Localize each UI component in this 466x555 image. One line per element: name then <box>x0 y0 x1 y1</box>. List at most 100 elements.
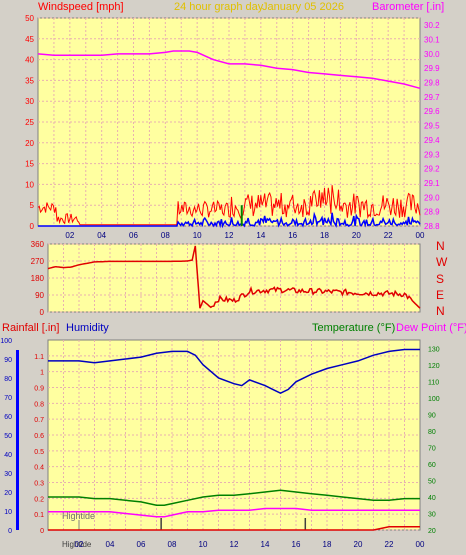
direction-tick-label: 0 <box>40 308 45 317</box>
lower-x-tick-label: 18 <box>323 540 332 549</box>
hightide-label: Hightide <box>62 511 95 521</box>
wind-x-tick-label: 04 <box>97 231 106 240</box>
wind-x-tick-label: 16 <box>288 231 297 240</box>
wind-x-tick-label: 10 <box>193 231 202 240</box>
lower-x-tick-label: 22 <box>385 540 394 549</box>
lower-x-tick-label: 08 <box>168 540 177 549</box>
direction-tick-label: 90 <box>35 291 44 300</box>
humidity-tick-label: 40 <box>4 452 12 459</box>
rainfall-series <box>48 526 420 531</box>
humidity-tick-label: 60 <box>4 414 12 421</box>
temperature-series <box>48 489 420 506</box>
wind-x-tick-label: 14 <box>256 231 265 240</box>
hightide-bottom-label: Hightide <box>62 540 92 549</box>
rainfall-tick-label: 1 <box>40 370 44 377</box>
temperature-tick-label: 50 <box>428 478 436 485</box>
lower-x-tick-label: 16 <box>292 540 301 549</box>
windspeed-label: Windspeed [mph] <box>38 1 124 13</box>
rainfall-tick-label: 0.4 <box>34 465 44 472</box>
dewpoint-label: Dew Point (°F) <box>396 322 466 334</box>
temperature-tick-label: 30 <box>428 511 436 518</box>
windspeed-series <box>37 185 421 226</box>
humidity-tick-label: 50 <box>4 433 12 440</box>
rainfall-tick-label: 0.6 <box>34 433 44 440</box>
windspeed-tick-label: 5 <box>30 201 35 210</box>
wind-gust-series <box>38 211 421 229</box>
barometer-tick-label: 29.9 <box>424 64 440 73</box>
barometer-tick-label: 29.0 <box>424 193 440 202</box>
direction-tick-label: 180 <box>31 274 45 283</box>
barometer-tick-label: 28.8 <box>424 222 440 231</box>
barometer-series <box>37 50 421 90</box>
humidity-tick-label: 70 <box>4 395 12 402</box>
windspeed-tick-label: 30 <box>25 97 34 106</box>
barometer-tick-label: 30.1 <box>424 36 440 45</box>
barometer-tick-label: 30.0 <box>424 50 440 59</box>
windspeed-tick-label: 50 <box>25 14 34 23</box>
barometer-tick-label: 29.2 <box>424 165 440 174</box>
humidity-axis-bar <box>16 350 19 530</box>
temperature-tick-label: 80 <box>428 429 436 436</box>
windspeed-tick-label: 40 <box>25 56 34 65</box>
compass-w: W <box>436 255 448 269</box>
temperature-tick-label: 90 <box>428 412 436 419</box>
lower-x-tick-label: 14 <box>261 540 270 549</box>
barometer-tick-label: 29.5 <box>424 122 440 131</box>
rainfall-tick-label: 0.7 <box>34 417 44 424</box>
compass-n-top: N <box>436 239 445 253</box>
compass-e: E <box>436 288 444 302</box>
lower-x-tick-label: 12 <box>230 540 239 549</box>
wind-x-tick-label: 20 <box>352 231 361 240</box>
lower-x-tick-label: 20 <box>354 540 363 549</box>
rainfall-tick-label: 1.1 <box>34 354 44 361</box>
temperature-label: Temperature (°F) <box>312 322 395 334</box>
direction-tick-label: 270 <box>31 257 45 266</box>
compass-n-bottom: N <box>436 304 445 318</box>
temperature-tick-label: 20 <box>428 528 436 535</box>
humidity-tick-label: 0 <box>8 528 12 535</box>
windspeed-tick-label: 45 <box>25 35 34 44</box>
temperature-tick-label: 110 <box>428 379 439 386</box>
windspeed-tick-label: 10 <box>25 180 34 189</box>
grid-lines <box>38 17 420 531</box>
lower-x-tick-label: 00 <box>416 540 425 549</box>
humidity-tick-label: 10 <box>4 509 12 516</box>
barometer-tick-label: 29.7 <box>424 93 440 102</box>
lower-x-tick-label: 04 <box>106 540 115 549</box>
compass-s: S <box>436 272 444 286</box>
barometer-tick-label: 30.2 <box>424 21 440 30</box>
wind-direction-series <box>47 245 421 309</box>
wind-x-tick-label: 00 <box>416 231 425 240</box>
rainfall-tick-label: 0.3 <box>34 481 44 488</box>
humidity-tick-label: 30 <box>4 471 12 478</box>
barometer-tick-label: 29.3 <box>424 150 440 159</box>
windspeed-tick-label: 15 <box>25 160 34 169</box>
wind-x-tick-label: 22 <box>384 231 393 240</box>
humidity-tick-label: 80 <box>4 376 12 383</box>
rainfall-tick-label: 0.5 <box>34 449 44 456</box>
barometer-tick-label: 29.8 <box>424 79 440 88</box>
temperature-tick-label: 40 <box>428 495 436 502</box>
humidity-tick-label: 20 <box>4 490 12 497</box>
rainfall-label: Rainfall [.in] <box>2 322 59 334</box>
graph-title: 24 hour graph day <box>174 1 264 13</box>
rainfall-tick-label: 0 <box>40 528 44 535</box>
humidity-tick-label: 100 <box>0 338 12 345</box>
humidity-tick-label: 90 <box>4 357 12 364</box>
barometer-tick-label: 28.9 <box>424 208 440 217</box>
wind-x-tick-label: 08 <box>161 231 170 240</box>
humidity-label: Humidity <box>66 322 109 334</box>
temperature-tick-label: 60 <box>428 462 436 469</box>
humidity-series <box>48 348 420 395</box>
lower-x-tick-label: 02 <box>75 540 84 549</box>
rainfall-tick-label: 0.2 <box>34 496 44 503</box>
windspeed-tick-label: 20 <box>25 139 34 148</box>
temperature-tick-label: 130 <box>428 346 440 353</box>
wind-x-tick-label: 06 <box>129 231 138 240</box>
temperature-tick-label: 70 <box>428 445 436 452</box>
rainfall-tick-label: 0.8 <box>34 401 44 408</box>
windspeed-tick-label: 0 <box>30 222 35 231</box>
